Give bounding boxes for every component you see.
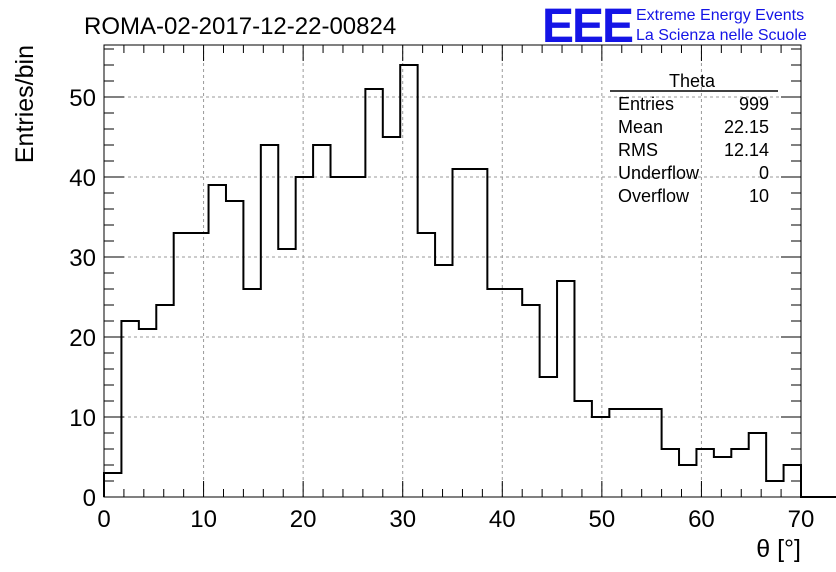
histogram-bin	[470, 169, 487, 497]
x-tick-label: 30	[389, 506, 416, 533]
x-tick-label: 40	[489, 506, 516, 533]
histogram-outline	[103, 64, 836, 498]
histogram-bin	[174, 233, 191, 497]
x-tick-label: 70	[788, 506, 815, 533]
y-tick-label: 20	[69, 325, 96, 352]
histogram-bin	[383, 137, 400, 497]
stats-row-label: Entries	[618, 94, 674, 114]
eee-logo: EEE Extreme Energy Events La Scienza nel…	[542, 0, 807, 53]
histogram-bin	[662, 449, 679, 497]
chart-title: ROMA-02-2017-12-22-00824	[84, 13, 396, 40]
histogram-bin	[104, 473, 121, 497]
histogram-bin	[731, 449, 748, 497]
histogram-bin	[557, 281, 574, 497]
histogram-bin	[209, 185, 226, 497]
grid-lines	[104, 45, 801, 497]
stats-row-value: 999	[739, 94, 769, 114]
stats-row-value: 0	[759, 163, 769, 183]
histogram-bin	[261, 145, 278, 497]
plot-frame	[103, 44, 802, 498]
axis-ticks	[103, 45, 802, 498]
histogram-bin	[226, 201, 243, 497]
histogram-bin	[453, 169, 470, 497]
y-tick-label: 40	[69, 165, 96, 192]
stats-row-label: Overflow	[618, 186, 690, 206]
histogram-bin	[313, 145, 330, 497]
histogram-bin	[121, 321, 138, 497]
histogram-bin	[418, 233, 435, 497]
histogram-bin	[505, 289, 522, 497]
histogram-bin	[714, 457, 731, 497]
y-tick-label: 30	[69, 245, 96, 272]
stats-title: Theta	[669, 71, 716, 91]
x-tick-label: 20	[290, 506, 317, 533]
y-tick-label: 0	[83, 485, 96, 512]
histogram-bin	[191, 233, 208, 497]
logo-mark: EEE	[542, 0, 633, 53]
stats-box: Theta Entries 999 Mean 22.15 RMS 12.14 Underfl…	[610, 71, 778, 206]
stats-row-value: 12.14	[724, 140, 769, 160]
histogram-bin	[592, 417, 609, 497]
histogram-bin	[278, 249, 295, 497]
stats-row-label: Mean	[618, 117, 663, 137]
x-axis-label: θ [°]	[756, 535, 801, 563]
stats-row-label: RMS	[618, 140, 658, 160]
histogram-bin	[139, 329, 156, 497]
histogram-bin	[540, 377, 557, 497]
logo-line-1: Extreme Energy Events	[636, 7, 804, 24]
histogram-bin	[243, 289, 260, 497]
y-tick-label: 10	[69, 405, 96, 432]
y-axis-label: Entries/bin	[11, 45, 39, 163]
x-tick-labels: 0 10 20 30 40 50 60 70	[97, 506, 814, 533]
stats-row-label: Underflow	[618, 163, 700, 183]
logo-line-2: La Scienza nelle Scuole	[636, 27, 807, 44]
histogram-bin	[435, 265, 452, 497]
y-tick-labels: 0 10 20 30 40 50	[69, 85, 96, 512]
x-tick-label: 0	[97, 506, 110, 533]
x-tick-label: 10	[190, 506, 217, 533]
histogram-bin	[522, 305, 539, 497]
stats-row-value: 10	[749, 186, 769, 206]
histogram-bin	[574, 401, 591, 497]
x-tick-label: 50	[589, 506, 616, 533]
histogram-bin	[609, 409, 626, 497]
histogram-bin	[696, 449, 713, 497]
histogram-bin	[627, 409, 644, 497]
x-tick-label: 60	[688, 506, 715, 533]
histogram-bin	[365, 89, 382, 497]
histogram-bin	[644, 409, 661, 497]
stats-row-value: 22.15	[724, 117, 769, 137]
y-tick-label: 50	[69, 85, 96, 112]
histogram-bin	[749, 433, 766, 497]
histogram-bin	[156, 305, 173, 497]
